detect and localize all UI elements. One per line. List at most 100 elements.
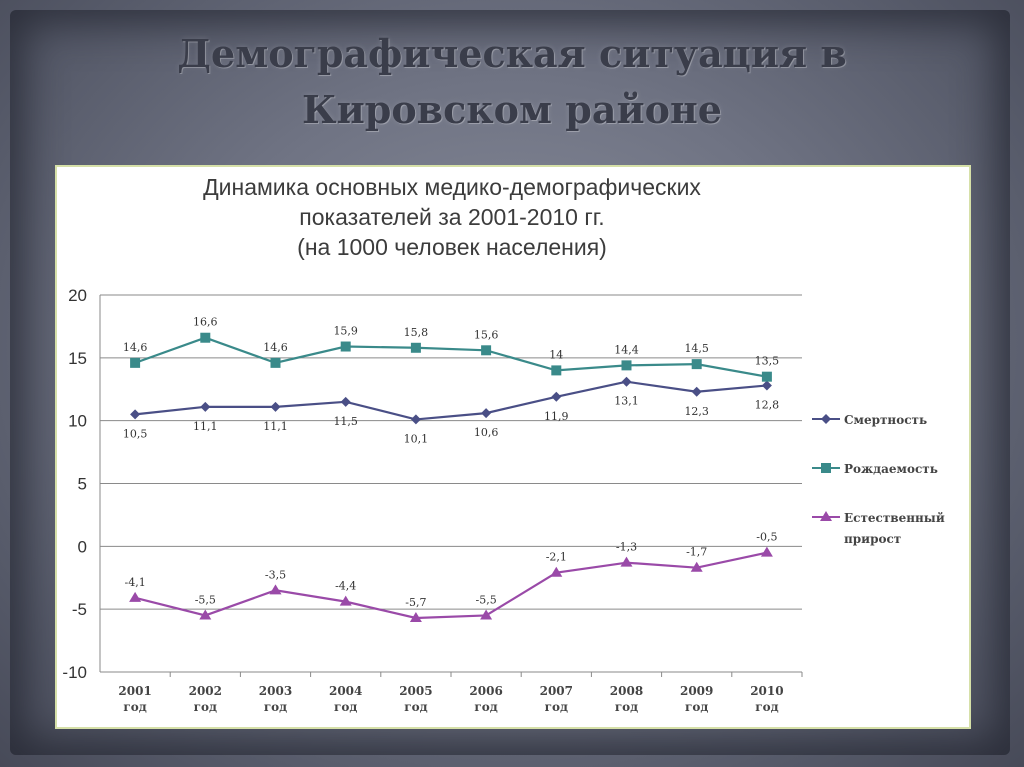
data-point (410, 414, 421, 425)
data-point (761, 380, 772, 391)
x-tick-label-unit: год (194, 700, 217, 714)
data-label: -1,3 (616, 541, 637, 554)
data-label: 12,8 (755, 398, 780, 411)
data-point (480, 609, 493, 620)
data-point (129, 591, 142, 602)
chart-panel: Динамика основных медико-демографических… (55, 165, 971, 729)
data-point (410, 342, 421, 353)
data-label: -3,5 (265, 568, 286, 581)
legend-label: Смертность (844, 413, 927, 427)
data-point (690, 561, 703, 572)
legend-marker (820, 511, 832, 521)
data-label: 15,9 (333, 325, 358, 338)
x-tick-label-year: 2007 (540, 684, 573, 698)
data-point (760, 546, 773, 557)
data-label: -2,1 (546, 551, 567, 564)
data-label: 14,6 (123, 341, 148, 354)
data-point (270, 357, 281, 368)
x-tick-label-unit: год (264, 700, 287, 714)
legend-label: Естественный прирост (844, 511, 945, 546)
chart-title-line: Динамика основных медико-демографических (203, 174, 701, 200)
data-point (621, 360, 632, 371)
data-label: 11,1 (193, 420, 218, 433)
y-tick-label: -5 (72, 600, 87, 619)
data-label: -5,7 (405, 596, 426, 609)
data-point (269, 584, 282, 595)
data-point (620, 556, 633, 567)
x-tick-label-unit: год (123, 700, 146, 714)
legend-marker (821, 463, 831, 473)
y-tick-label: 15 (68, 349, 87, 368)
x-tick-label-year: 2010 (750, 684, 783, 698)
data-point (621, 376, 632, 387)
x-tick-label-year: 2006 (469, 684, 502, 698)
data-label: 16,6 (193, 316, 218, 329)
chart: Динамика основных медико-демографических… (62, 174, 945, 714)
data-point (761, 371, 772, 382)
series-line-1 (134, 336, 768, 378)
data-point (340, 341, 351, 352)
data-point (339, 595, 352, 606)
data-point (551, 365, 562, 376)
data-point (130, 409, 141, 420)
data-label: 13,1 (614, 395, 639, 408)
x-tick-label-unit: год (615, 700, 638, 714)
data-label: 10,5 (123, 427, 148, 440)
data-point (691, 359, 702, 370)
data-point (340, 396, 351, 407)
data-label: -4,1 (124, 576, 145, 589)
data-label: -5,5 (475, 593, 496, 606)
data-label: -1,7 (686, 546, 707, 559)
legend-marker (821, 414, 831, 424)
y-tick-label: 5 (78, 475, 87, 494)
x-tick-label-unit: год (474, 700, 497, 714)
y-tick-label: 0 (78, 537, 87, 556)
legend-label: Рождаемость (844, 462, 938, 476)
data-label: 10,6 (474, 426, 499, 439)
data-label: 13,5 (755, 355, 780, 368)
data-label: -5,5 (195, 593, 216, 606)
x-tick-label-unit: год (755, 700, 778, 714)
data-point (200, 401, 211, 412)
x-tick-label-year: 2001 (118, 684, 151, 698)
data-label: 14,6 (263, 341, 288, 354)
data-point (691, 386, 702, 397)
x-tick-label-year: 2005 (399, 684, 432, 698)
data-label: 14,5 (684, 342, 709, 355)
x-tick-label-year: 2003 (259, 684, 292, 698)
y-tick-label: -10 (62, 663, 87, 682)
data-label: 15,6 (474, 328, 499, 341)
x-tick-label-unit: год (685, 700, 708, 714)
data-point (199, 609, 212, 620)
data-point (550, 566, 563, 577)
data-label: 10,1 (404, 432, 429, 445)
y-tick-label: 10 (68, 412, 87, 431)
data-point (270, 401, 281, 412)
data-point (130, 357, 141, 368)
data-point (200, 332, 211, 343)
series-line-0 (134, 380, 767, 421)
data-point (551, 391, 562, 402)
data-label: 12,3 (684, 405, 709, 418)
x-tick-label-unit: год (545, 700, 568, 714)
y-tick-label: 20 (68, 286, 87, 305)
x-tick-label-year: 2009 (680, 684, 713, 698)
x-tick-label-unit: год (404, 700, 427, 714)
slide-title: Демографическая ситуация в Кировском рай… (177, 31, 847, 132)
x-tick-label-unit: год (334, 700, 357, 714)
x-tick-label-year: 2004 (329, 684, 362, 698)
chart-title-line: показателей за 2001-2010 гг. (299, 204, 604, 230)
series-line-2 (134, 551, 768, 620)
data-label: 14,4 (614, 343, 639, 356)
data-label: 11,9 (544, 410, 569, 423)
data-label: -4,4 (335, 580, 356, 593)
x-tick-label-year: 2008 (610, 684, 643, 698)
data-point (481, 345, 492, 356)
data-label: 14 (549, 348, 563, 361)
data-point (481, 408, 492, 419)
data-label: -0,5 (756, 531, 777, 544)
data-label: 11,1 (263, 420, 288, 433)
chart-title-line: (на 1000 человек населения) (297, 234, 607, 260)
x-tick-label-year: 2002 (189, 684, 222, 698)
